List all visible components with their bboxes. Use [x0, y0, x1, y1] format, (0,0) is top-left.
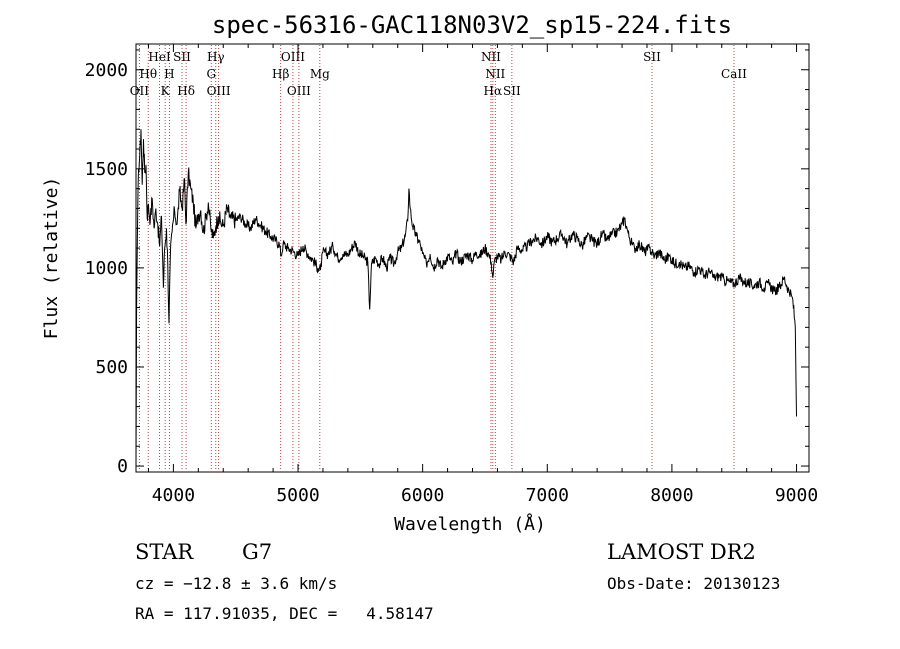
axis-ticks: 4000 5000 6000 7000 8000 9000 0 500 1000 1500 2000	[85, 44, 818, 506]
spectral-line-label: Hβ	[272, 67, 289, 81]
spectral-line-label: G	[206, 67, 216, 81]
spectral-line-label: OIII	[287, 84, 311, 98]
y-axis-label: Flux (relative)	[41, 177, 62, 340]
x-tick-label: 6000	[401, 485, 444, 506]
x-tick-label: 5000	[276, 485, 319, 506]
x-tick-label: 7000	[526, 485, 569, 506]
y-tick-label: 500	[95, 357, 128, 378]
object-subclass: G7	[242, 540, 273, 564]
redshift-velocity: cz = −12.8 ± 3.6 km/s	[135, 574, 338, 593]
spectrum-line	[135, 129, 797, 465]
chart-title: spec-56316-GAC118N03V2_sp15-224.fits	[212, 11, 732, 39]
spectral-line-label: SII	[173, 50, 191, 64]
spectral-line-label: OII	[130, 84, 150, 98]
spectral-line-label: OIII	[281, 50, 305, 64]
y-tick-label: 1500	[85, 159, 128, 180]
y-tick-label: 1000	[85, 258, 128, 279]
spectral-line-label: Hδ	[177, 84, 195, 98]
spectral-line-label: HeI	[148, 50, 171, 64]
spectral-line-label: H	[164, 67, 174, 81]
x-tick-label: 8000	[650, 485, 693, 506]
observation-date: Obs-Date: 20130123	[607, 574, 781, 593]
plot-frame	[135, 43, 810, 473]
spectral-line-label: Hα	[484, 84, 503, 98]
spectral-line-label: CaII	[721, 67, 747, 81]
spectral-line-label: Hγ	[207, 50, 225, 64]
x-axis-label: Wavelength (Å)	[394, 513, 546, 535]
survey-name: LAMOST DR2	[607, 540, 756, 564]
y-tick-label: 2000	[85, 60, 128, 81]
spectral-line-label: SII	[503, 84, 521, 98]
object-class: STAR	[135, 540, 194, 564]
coordinates: RA = 117.91035, DEC = 4.58147	[135, 604, 434, 623]
spectral-line-label: Hθ	[139, 67, 157, 81]
y-tick-label: 0	[117, 456, 128, 477]
spectral-line-label: K	[161, 84, 171, 98]
spectral-line-label: NII	[481, 50, 501, 64]
spectral-line-label: Mg	[310, 67, 330, 81]
x-tick-label: 9000	[775, 485, 818, 506]
spectral-line-label: OIII	[207, 84, 231, 98]
x-tick-label: 4000	[152, 485, 195, 506]
spectral-line-label: NII	[485, 67, 505, 81]
spectral-line-label: SII	[643, 50, 661, 64]
